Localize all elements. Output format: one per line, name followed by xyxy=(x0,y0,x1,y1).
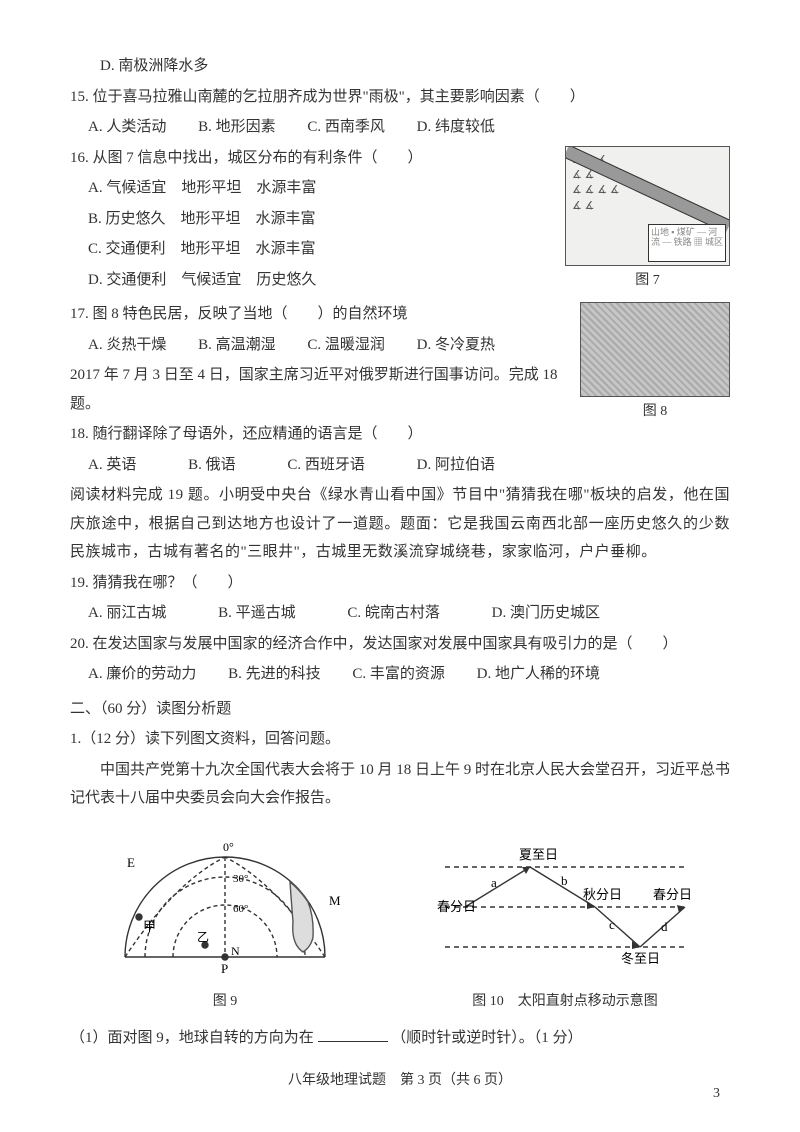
fig9-lbl-E: E xyxy=(127,855,135,870)
intro-19: 阅读材料完成 19 题。小明受中央台《绿水青山看中国》节目中"猜猜我在哪"板块的… xyxy=(70,481,730,567)
fig10-lbl-b: b xyxy=(561,873,568,888)
fig9-lbl-60: 60° xyxy=(233,903,248,915)
sub1-after: （顺时针或逆时针）。（1 分） xyxy=(391,1030,582,1046)
part2-header: 二、（60 分）读图分析题 xyxy=(70,695,730,724)
diagram-row: E 0° 30° 60° M N P 乙 甲 图 9 xyxy=(70,827,730,1016)
q20-optA: A. 廉价的劳动力 xyxy=(88,660,196,689)
fig9-lbl-0: 0° xyxy=(223,840,234,854)
fig9-lbl-P: P xyxy=(221,961,228,976)
sub1-blank[interactable] xyxy=(318,1028,388,1042)
q18-optA: A. 英语 xyxy=(88,451,136,480)
figure-9-svg: E 0° 30° 60° M N P 乙 甲 xyxy=(105,827,345,977)
q20-stem: 20. 在发达国家与发展中国家的经济合作中，发达国家对发展中国家具有吸引力的是（… xyxy=(70,630,730,659)
figure-7-caption: 图 7 xyxy=(565,268,730,295)
q15-optB: B. 地形因素 xyxy=(198,113,276,142)
figure-7-block: 山地 ▪ 煤矿 — 河流 — 铁路 ▦ 城区 图 7 xyxy=(565,146,730,295)
page-number: 3 xyxy=(713,1081,720,1108)
part2-q1-intro: 中国共产党第十九次全国代表大会将于 10 月 18 日上午 9 时在北京人民大会… xyxy=(70,756,730,813)
q20-optD: D. 地广人稀的环境 xyxy=(477,660,600,689)
q20-optC: C. 丰富的资源 xyxy=(352,660,445,689)
figure-10-svg: 夏至日 春分日 春分日 秋分日 冬至日 a b c d xyxy=(435,837,695,977)
q15-stem: 15. 位于喜马拉雅山南麓的乞拉朋齐成为世界"雨极"，其主要影响因素（ ） xyxy=(70,83,730,112)
q17-optA: A. 炎热干燥 xyxy=(88,331,166,360)
figure-8-block: 图 8 xyxy=(580,302,730,426)
q18-optC: C. 西班牙语 xyxy=(287,451,365,480)
figure-8-caption: 图 8 xyxy=(580,399,730,426)
q19-stem: 19. 猜猜我在哪？（ ） xyxy=(70,569,730,598)
fig10-lbl-a: a xyxy=(491,875,497,890)
fig10-lbl-c: c xyxy=(609,917,615,932)
q15-optC: C. 西南季风 xyxy=(307,113,385,142)
q17-optD: D. 冬冷夏热 xyxy=(417,331,495,360)
fig10-lbl-xiazhi: 夏至日 xyxy=(519,847,558,862)
q17-optB: B. 高温潮湿 xyxy=(198,331,276,360)
page-footer: 八年级地理试题 第 3 页（共 6 页） xyxy=(70,1068,730,1095)
fig9-lbl-M: M xyxy=(329,893,341,908)
q18-optB: B. 俄语 xyxy=(188,451,236,480)
fig9-lbl-jia: 甲 xyxy=(143,919,156,934)
sub1-before: （1）面对图 9，地球自转的方向为在 xyxy=(70,1030,314,1046)
q17-optC: C. 温暖湿润 xyxy=(307,331,385,360)
fig9-lbl-30: 30° xyxy=(233,873,248,885)
q18-optD: D. 阿拉伯语 xyxy=(417,451,495,480)
part2-q1-sub1: （1）面对图 9，地球自转的方向为在 （顺时针或逆时针）。（1 分） xyxy=(70,1024,730,1053)
fig10-lbl-chunfen-l: 春分日 xyxy=(437,899,476,914)
q15-optA: A. 人类活动 xyxy=(88,113,166,142)
fig10-lbl-dongzhi: 冬至日 xyxy=(621,951,660,966)
figure-10-block: 夏至日 春分日 春分日 秋分日 冬至日 a b c d 图 10 太阳直射点移动… xyxy=(435,837,695,1016)
q19-optB: B. 平遥古城 xyxy=(218,599,296,628)
q19-optA: A. 丽江古城 xyxy=(88,599,166,628)
part2-q1-header: 1.（12 分）读下列图文资料，回答问题。 xyxy=(70,725,730,754)
figure-7-image: 山地 ▪ 煤矿 — 河流 — 铁路 ▦ 城区 xyxy=(565,146,730,266)
fig10-lbl-chunfen-r: 春分日 xyxy=(653,887,692,902)
q19-optD: D. 澳门历史城区 xyxy=(492,599,600,628)
q14-optD: D. 南极洲降水多 xyxy=(100,52,730,81)
fig10-lbl-d: d xyxy=(661,919,668,934)
q15-optD: D. 纬度较低 xyxy=(417,113,495,142)
fig9-lbl-N: N xyxy=(231,944,240,958)
figure-8-image xyxy=(580,302,730,397)
fig10-lbl-qiufen: 秋分日 xyxy=(583,887,622,902)
q20-optB: B. 先进的科技 xyxy=(228,660,321,689)
figure-7-legend: 山地 ▪ 煤矿 — 河流 — 铁路 ▦ 城区 xyxy=(648,224,726,262)
figure-9-block: E 0° 30° 60° M N P 乙 甲 图 9 xyxy=(105,827,345,1016)
figure-10-caption: 图 10 太阳直射点移动示意图 xyxy=(435,989,695,1016)
figure-9-caption: 图 9 xyxy=(105,989,345,1016)
q19-optC: C. 皖南古村落 xyxy=(347,599,440,628)
fig9-lbl-Z: 乙 xyxy=(197,930,209,944)
